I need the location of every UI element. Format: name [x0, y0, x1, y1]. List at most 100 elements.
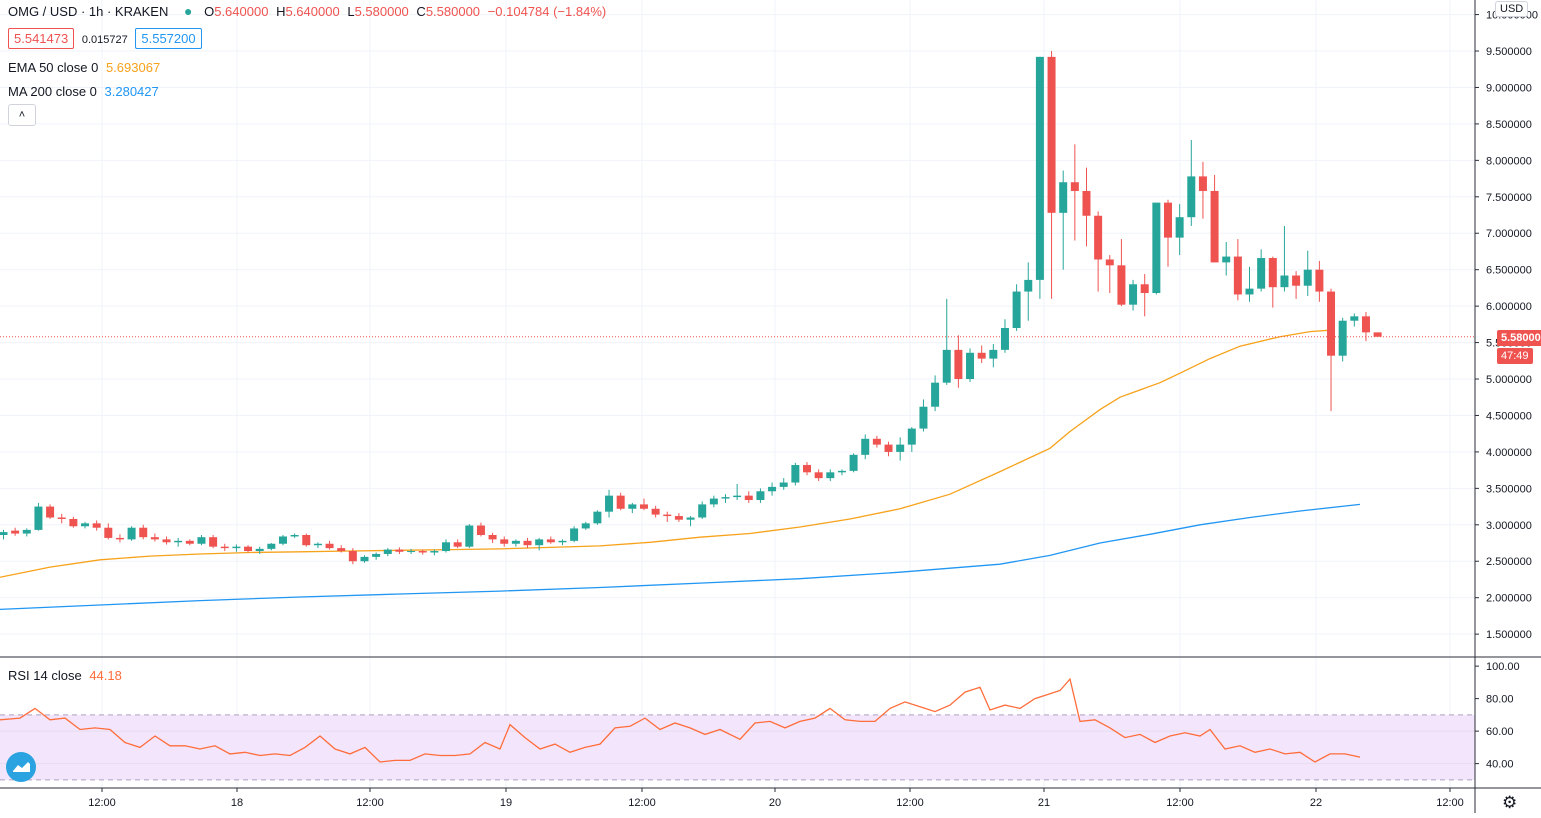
- candle: [418, 549, 427, 555]
- candle-body: [803, 465, 812, 473]
- ema-label: EMA 50 close 0: [8, 60, 99, 75]
- candle: [698, 501, 707, 519]
- candle: [0, 529, 8, 540]
- rsi-band: [0, 714, 1475, 780]
- candle: [11, 527, 20, 536]
- candle-body: [1327, 291, 1336, 356]
- candle: [104, 523, 113, 540]
- candle: [907, 427, 916, 452]
- candle: [511, 539, 520, 547]
- candle-body: [1233, 256, 1242, 295]
- ema-legend[interactable]: EMA 50 close 0 5.693067: [8, 60, 164, 75]
- candle: [558, 539, 567, 546]
- candle-body: [1012, 291, 1021, 328]
- candle-body: [744, 495, 753, 501]
- currency-badge[interactable]: USD: [1495, 1, 1529, 17]
- candle: [139, 524, 148, 540]
- gear-icon[interactable]: ⚙: [1502, 793, 1518, 812]
- candle-body: [1000, 328, 1009, 350]
- candle: [1094, 211, 1103, 292]
- candle-body: [488, 535, 497, 540]
- ema50-line: [0, 329, 1331, 578]
- candle: [69, 516, 78, 528]
- change-value: −0.104784 (−1.84%): [487, 4, 607, 19]
- last-price-tag: 5.580000: [1497, 330, 1541, 346]
- price-axis-label: 6.000000: [1486, 301, 1532, 313]
- candle-body: [1280, 275, 1289, 288]
- open-label: O: [204, 4, 215, 19]
- candle: [1140, 274, 1149, 317]
- collapse-legend-button[interactable]: ˄: [8, 104, 36, 126]
- candle-body: [535, 539, 544, 546]
- price-axis-label: 2.000000: [1486, 593, 1532, 605]
- candle: [232, 544, 241, 552]
- candle: [1350, 313, 1359, 327]
- candle: [639, 498, 648, 511]
- rsi-axis-label: 100.00: [1486, 661, 1520, 673]
- open-value: 5.640000: [214, 4, 269, 19]
- candle-body: [511, 540, 520, 544]
- candle-body: [733, 495, 742, 498]
- candle-body: [1268, 258, 1277, 288]
- candle-body: [313, 543, 322, 546]
- time-axis-label: 12:00: [628, 797, 656, 809]
- candle: [966, 348, 975, 382]
- time-axis-label: 22: [1310, 797, 1322, 809]
- candle: [465, 524, 474, 549]
- candle-body: [220, 546, 229, 549]
- candle-body: [476, 525, 485, 536]
- candle-body: [383, 549, 392, 554]
- ma-legend[interactable]: MA 200 close 0 3.280427: [8, 84, 163, 99]
- candle-body: [628, 504, 637, 509]
- candle-body: [465, 525, 474, 547]
- rsi-axis-label: 60.00: [1486, 726, 1514, 738]
- tradingview-logo-icon[interactable]: [6, 752, 36, 782]
- candle: [197, 535, 206, 546]
- candle: [162, 536, 171, 545]
- time-axis-label: 21: [1038, 797, 1050, 809]
- spread-value: 0.015727: [81, 34, 128, 46]
- candle: [721, 494, 730, 503]
- candle-body: [907, 428, 916, 445]
- ma200-line: [0, 503, 1361, 611]
- candle-body: [919, 406, 928, 429]
- candle: [488, 532, 497, 544]
- candle: [209, 535, 218, 549]
- ema-value: 5.693067: [105, 60, 161, 75]
- price-axis-label: 3.500000: [1486, 483, 1532, 495]
- price-axis-label: 8.500000: [1486, 119, 1532, 131]
- candle: [360, 555, 369, 563]
- candle-body: [698, 504, 707, 518]
- candle-body: [57, 517, 66, 519]
- candle-body: [1082, 190, 1091, 216]
- candle: [814, 469, 823, 482]
- candle: [593, 510, 602, 525]
- close-label: C: [416, 4, 426, 19]
- candle: [977, 345, 986, 363]
- bid-button[interactable]: 5.541473: [8, 28, 75, 49]
- candle: [1303, 250, 1312, 296]
- candle: [709, 495, 718, 508]
- candle-body: [104, 527, 113, 538]
- time-axis-label: 12:00: [1436, 797, 1464, 809]
- candle: [453, 539, 462, 549]
- candle: [220, 543, 229, 552]
- rsi-legend[interactable]: RSI 14 close 44.18: [8, 668, 126, 683]
- candle: [1117, 239, 1126, 307]
- candle-body: [779, 482, 788, 487]
- candle: [1105, 255, 1114, 294]
- candle-body: [430, 551, 439, 553]
- candle: [884, 441, 893, 457]
- ask-button[interactable]: 5.557200: [135, 28, 202, 49]
- candle: [686, 516, 695, 527]
- candle-body: [954, 349, 963, 380]
- chevron-up-icon: ˄: [18, 109, 26, 121]
- candle-body: [884, 444, 893, 452]
- candle: [313, 542, 322, 549]
- candle: [174, 537, 183, 547]
- candle: [255, 546, 264, 554]
- symbol-title: OMG / USD · 1h · KRAKEN: [8, 4, 169, 19]
- candle-body: [81, 523, 90, 527]
